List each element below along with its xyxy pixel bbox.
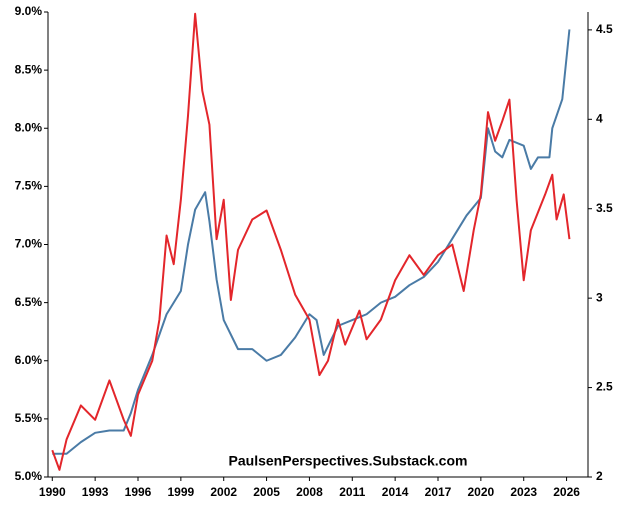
y-tick-label: 5.5%	[15, 411, 43, 425]
y-tick-label: 7.0%	[15, 237, 43, 251]
y2-tick-label: 4	[596, 111, 603, 125]
series-line	[52, 29, 571, 455]
y-tick-label: 6.0%	[15, 353, 43, 367]
y-tick-label: 7.5%	[15, 179, 43, 193]
y2-tick-label: 2	[596, 469, 603, 483]
x-tick-label: 2017	[425, 485, 452, 499]
x-tick-label: 1999	[168, 485, 195, 499]
x-tick-label: 2005	[253, 485, 280, 499]
series-line	[51, 12, 571, 471]
x-tick-label: 1996	[125, 485, 152, 499]
x-tick-label: 2014	[382, 485, 409, 499]
y-tick-label: 6.5%	[15, 295, 43, 309]
y2-tick-label: 2.5	[596, 380, 613, 394]
x-tick-label: 1993	[82, 485, 109, 499]
y-tick-label: 8.0%	[15, 120, 43, 134]
x-tick-label: 2020	[468, 485, 495, 499]
y2-tick-label: 3	[596, 290, 603, 304]
x-tick-label: 2023	[510, 485, 537, 499]
y-tick-label: 9.0%	[15, 4, 43, 18]
watermark: PaulsenPerspectives.Substack.com	[229, 453, 468, 469]
y2-tick-label: 4.5	[596, 22, 613, 36]
x-tick-label: 2002	[210, 485, 237, 499]
x-tick-label: 2026	[553, 485, 580, 499]
x-tick-label: 2008	[296, 485, 323, 499]
x-tick-label: 1990	[39, 485, 66, 499]
x-tick-label: 2011	[339, 485, 365, 499]
y-tick-label: 5.0%	[15, 469, 43, 483]
y2-tick-label: 3.5	[596, 201, 613, 215]
y-tick-label: 8.5%	[15, 62, 43, 76]
